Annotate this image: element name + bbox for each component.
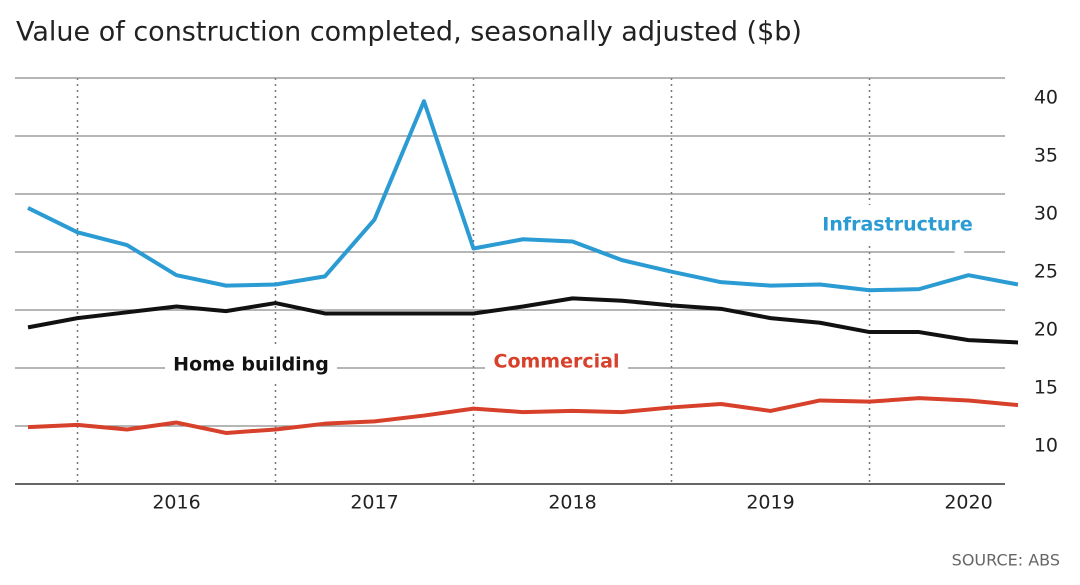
chart-title: Value of construction completed, seasona… — [16, 17, 802, 48]
x-tick-label: 2017 — [350, 492, 398, 514]
label-box — [165, 345, 337, 383]
series-line — [27, 396, 1019, 435]
label-box — [815, 205, 980, 243]
legend-label: Home building — [173, 354, 329, 376]
y-tick-label: 30 — [1034, 203, 1058, 225]
x-tick-label: 2019 — [746, 492, 794, 514]
label-pointer — [947, 240, 966, 270]
y-tick-label: 10 — [1034, 435, 1058, 457]
x-tick-label: 2020 — [944, 492, 992, 514]
y-tick-label: 20 — [1034, 319, 1058, 341]
y-tick-label: 40 — [1034, 87, 1058, 109]
y-tick-label: 35 — [1034, 145, 1058, 167]
label-box — [485, 342, 628, 380]
label-pointer — [282, 318, 300, 343]
x-tick-label: 2016 — [152, 492, 200, 514]
source: SOURCE: ABS — [952, 551, 1060, 570]
series-line — [27, 99, 1019, 293]
x-tick-label: 2018 — [548, 492, 596, 514]
legend-label: Commercial — [494, 351, 620, 373]
label-pointer — [597, 378, 613, 408]
y-tick-label: 15 — [1034, 377, 1058, 399]
y-tick-label: 25 — [1034, 261, 1058, 283]
series-line — [27, 296, 1019, 345]
legend-label: Infrastructure — [822, 214, 972, 236]
